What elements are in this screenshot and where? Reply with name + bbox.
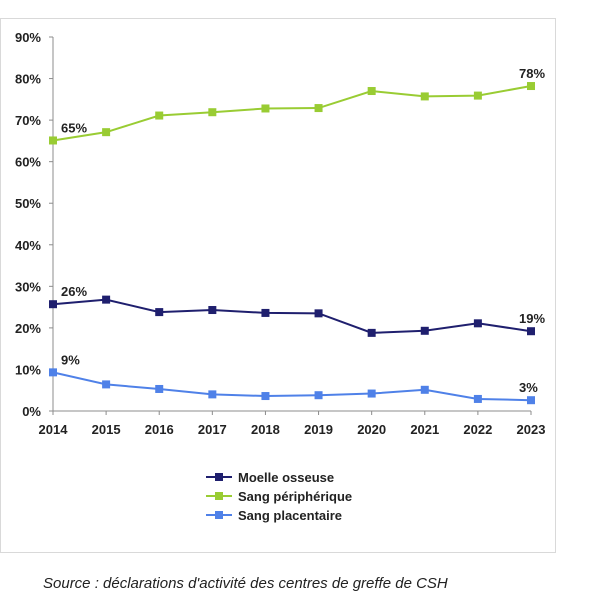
y-tick-label: 20% [15,321,41,336]
y-axis: 0% 10% 20% 30% 40% 50% 60% 70% 80% 90% [15,30,54,419]
data-point-sang-placentaire [208,390,217,399]
x-tick-label: 2016 [145,422,174,437]
data-point-sang-placentaire [367,389,376,398]
legend-marker-sang-placentaire [215,511,223,519]
data-point-moelle-osseuse [155,308,164,317]
data-point-sang-peripherique [420,92,429,101]
series-line-moelle-osseuse [52,298,532,334]
legend-label-moelle-osseuse: Moelle osseuse [238,470,334,485]
data-point-sang-placentaire [261,392,270,401]
data-point-moelle-osseuse [367,328,376,337]
y-tick-label: 50% [15,196,41,211]
legend-marker-moelle-osseuse [215,473,223,481]
legend-label-sang-placentaire: Sang placentaire [238,508,342,523]
y-tick-label: 0% [22,404,41,419]
data-point-sang-peripherique [155,111,164,120]
x-tick-label: 2015 [92,422,121,437]
source-note: Source : déclarations d'activité des cen… [43,575,448,592]
data-point-sang-placentaire [473,394,482,403]
data-point-moelle-osseuse [473,319,482,328]
series-line-sang-peripherique [52,85,532,142]
x-tick-label: 2017 [198,422,227,437]
y-tick-label: 80% [15,72,41,87]
data-point-sang-placentaire [420,385,429,394]
data-point-sang-peripherique [49,136,57,145]
legend: Moelle osseuse Sang périphérique Sang plac… [206,470,352,523]
data-label-sang-peripherique: 65% [61,120,87,135]
data-point-sang-peripherique [527,82,535,91]
data-label-sang-placentaire: 9% [61,352,80,367]
y-tick-label: 10% [15,362,41,377]
data-point-moelle-osseuse [420,326,429,335]
data-point-sang-peripherique [208,108,217,117]
x-tick-label: 2019 [304,422,333,437]
data-point-sang-peripherique [102,128,111,137]
x-axis: 2014 2015 2016 2017 2018 2019 2020 2021 2022 2023 [39,410,546,437]
data-point-moelle-osseuse [49,300,57,309]
x-tick-label: 2021 [410,422,439,437]
y-tick-label: 70% [15,113,41,128]
x-tick-label: 2020 [357,422,386,437]
data-point-moelle-osseuse [527,327,535,336]
data-point-moelle-osseuse [208,306,217,315]
data-label-moelle-osseuse: 26% [61,284,87,299]
data-point-sang-peripherique [473,91,482,100]
data-point-sang-peripherique [261,104,270,113]
data-point-sang-placentaire [155,384,164,393]
legend-label-sang-peripherique: Sang périphérique [238,489,352,504]
data-label-moelle-osseuse: 19% [519,311,545,326]
legend-marker-sang-peripherique [215,492,223,500]
data-point-sang-peripherique [314,104,323,113]
data-point-moelle-osseuse [102,295,111,304]
y-tick-label: 40% [15,238,41,253]
data-point-sang-peripherique [367,87,376,96]
x-tick-label: 2014 [39,422,69,437]
data-point-sang-placentaire [49,368,57,377]
data-point-moelle-osseuse [261,308,270,317]
chart-frame: 0% 10% 20% 30% 40% 50% 60% 70% 80% 90% 2014 2015 20… [0,18,556,553]
y-tick-label: 60% [15,155,41,170]
y-tick-label: 30% [15,279,41,294]
y-tick-label: 90% [15,30,41,45]
x-tick-label: 2023 [517,422,546,437]
line-chart: 0%10%20%30%40%50%60%70%80%90% 2014 2015 20… [15,30,546,523]
x-tick-label: 2022 [463,422,492,437]
series-lines [49,82,535,405]
data-point-moelle-osseuse [314,309,323,318]
data-point-sang-placentaire [102,380,111,389]
x-tick-label: 2018 [251,422,280,437]
data-label-sang-placentaire: 3% [519,380,538,395]
series-line-sang-placentaire [52,371,532,402]
data-label-sang-peripherique: 78% [519,66,545,81]
data-labels: 26% 19% 65% 78% 9% 3% [61,66,545,395]
data-point-sang-placentaire [314,391,323,400]
data-point-sang-placentaire [527,396,535,405]
